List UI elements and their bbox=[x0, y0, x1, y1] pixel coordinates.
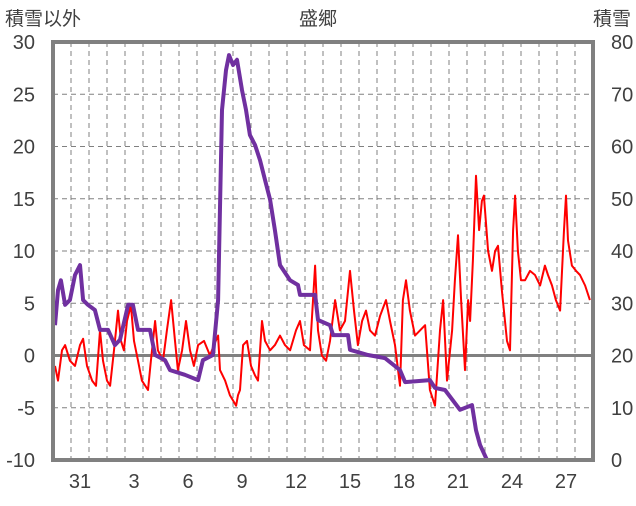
x-tick-label: 9 bbox=[236, 471, 247, 493]
snow-depth-line bbox=[53, 53, 593, 462]
right-tick-label: 40 bbox=[611, 241, 633, 263]
x-tick-label: 6 bbox=[182, 471, 193, 493]
right-tick-label: 10 bbox=[611, 398, 633, 420]
right-tick-label: 50 bbox=[611, 189, 633, 211]
temperature-line bbox=[54, 174, 591, 407]
x-tick-label: 27 bbox=[555, 471, 577, 493]
right-tick-label: 30 bbox=[611, 293, 633, 315]
gridlines bbox=[53, 42, 593, 460]
chart-title: 盛郷 bbox=[299, 8, 337, 30]
x-tick-label: 21 bbox=[447, 471, 469, 493]
left-tick-label: -5 bbox=[17, 398, 35, 420]
left-tick-label: 25 bbox=[13, 84, 35, 106]
right-tick-label: 60 bbox=[611, 137, 633, 159]
left-tick-label: 30 bbox=[13, 32, 35, 54]
left-tick-label: -10 bbox=[6, 450, 35, 472]
right-tick-label: 0 bbox=[611, 450, 622, 472]
x-tick-label: 31 bbox=[69, 471, 91, 493]
left-tick-label: 20 bbox=[13, 137, 35, 159]
left-tick-label: 15 bbox=[13, 189, 35, 211]
x-tick-label: 24 bbox=[501, 471, 523, 493]
x-tick-label: 3 bbox=[128, 471, 139, 493]
series-group bbox=[53, 53, 593, 462]
left-tick-label: 5 bbox=[24, 293, 35, 315]
left-tick-label: 10 bbox=[13, 241, 35, 263]
right-tick-label: 70 bbox=[611, 84, 633, 106]
x-tick-label: 15 bbox=[339, 471, 361, 493]
left-tick-label: 0 bbox=[24, 346, 35, 368]
x-tick-label: 12 bbox=[285, 471, 307, 493]
x-tick-label: 18 bbox=[393, 471, 415, 493]
plot-frame bbox=[51, 40, 595, 462]
right-tick-label: 80 bbox=[611, 32, 633, 54]
left-axis-title: 積雪以外 bbox=[5, 8, 81, 30]
right-tick-label: 20 bbox=[611, 346, 633, 368]
right-axis-title: 積雪 bbox=[593, 8, 631, 30]
